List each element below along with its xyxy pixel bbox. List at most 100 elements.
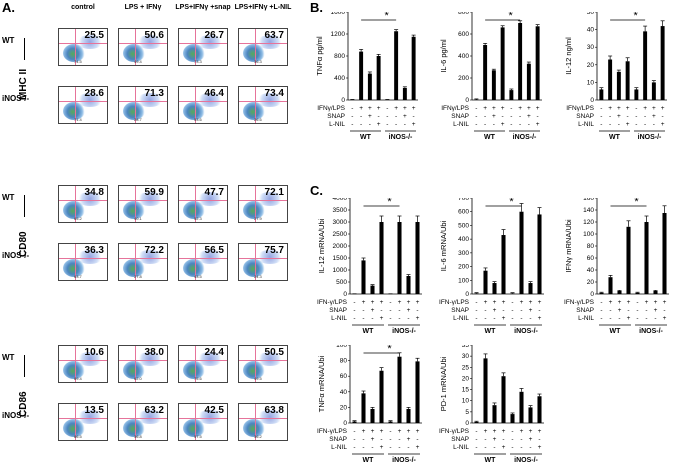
treatment-sign: + <box>362 299 366 306</box>
treatment-sign: - <box>362 307 364 314</box>
facs-percent-positive: 50.6 <box>145 30 164 41</box>
bar <box>388 421 392 423</box>
y-axis-label: IFNγ mRNA/Ubi <box>564 219 573 273</box>
bar <box>510 293 514 294</box>
facs-percent-positive: 63.7 <box>265 30 284 41</box>
y-axis-label: IL-12 ng/ml <box>564 37 573 75</box>
facs-gate-horizontal <box>179 200 227 201</box>
treatment-sign: - <box>635 113 637 120</box>
bar <box>483 45 487 100</box>
treatment-sign: + <box>362 428 366 435</box>
bar <box>653 291 657 294</box>
treatment-sign: + <box>380 444 384 451</box>
facs-percent-negative: 74.5 <box>74 59 82 64</box>
group-label: iNOS-/- <box>392 457 416 464</box>
treatment-sign: - <box>353 315 355 322</box>
treatment-sign: - <box>353 436 355 443</box>
facs-percent-positive: 10.6 <box>85 347 104 358</box>
facs-gate-horizontal <box>239 200 287 201</box>
treatment-sign: + <box>380 428 384 435</box>
treatment-sign: + <box>368 105 372 112</box>
treatment-sign: - <box>600 113 602 120</box>
y-tick-label: 100 <box>458 277 469 284</box>
treatment-sign: - <box>369 121 371 128</box>
significance-star: * <box>508 12 513 22</box>
facs-marker-arrow <box>24 195 25 217</box>
treatment-sign: + <box>538 444 542 451</box>
treatment-sign: + <box>654 299 658 306</box>
facs-percent-positive: 47.7 <box>205 187 224 198</box>
treatment-sign: - <box>627 113 629 120</box>
facs-gate-horizontal <box>59 418 107 419</box>
treatment-sign: - <box>538 307 540 314</box>
bar <box>662 213 666 294</box>
treatment-sign: - <box>635 121 637 128</box>
treatment-sign: + <box>536 105 540 112</box>
y-tick-label: 25 <box>462 364 470 371</box>
treatment-sign: - <box>353 428 355 435</box>
treatment-sign: + <box>663 299 667 306</box>
facs-percent-positive: 13.5 <box>85 405 104 416</box>
treatment-sign: + <box>492 113 496 120</box>
facs-gate-horizontal <box>239 418 287 419</box>
y-tick-label: 50 <box>587 12 595 16</box>
facs-percent-positive: 75.7 <box>265 245 284 256</box>
treatment-sign: - <box>644 121 646 128</box>
treatment-sign: - <box>475 113 477 120</box>
facs-percent-negative: 71.4 <box>74 117 82 122</box>
treatment-sign: + <box>643 105 647 112</box>
treatment-sign: - <box>475 299 477 306</box>
treatment-sign: + <box>398 428 402 435</box>
y-tick-label: 0 <box>465 291 469 298</box>
y-axis-label: IL-12 mRNA/Ubi <box>317 218 326 273</box>
facs-percent-positive: 63.2 <box>145 405 164 416</box>
facs-percent-positive: 56.5 <box>205 245 224 256</box>
treatment-sign: - <box>371 444 373 451</box>
facs-percent-negative: 65.2 <box>74 216 82 221</box>
bar <box>474 422 478 423</box>
y-tick-label: 20 <box>587 279 595 286</box>
facs-genotype-label: WT <box>2 353 14 362</box>
group-label: WT <box>363 457 375 464</box>
treatment-sign: - <box>475 307 477 314</box>
treatment-sign: - <box>600 105 602 112</box>
treatment-sign: + <box>483 105 487 112</box>
bar <box>370 409 374 423</box>
facs-column-header: control <box>53 4 113 12</box>
treatment-sign: - <box>407 444 409 451</box>
treatment-sign: - <box>520 436 522 443</box>
y-tick-label: 500 <box>336 279 347 286</box>
bar <box>501 376 505 423</box>
treatment-sign: - <box>389 299 391 306</box>
y-tick-label: 0 <box>465 97 469 104</box>
bar <box>394 31 398 100</box>
treatment-sign: + <box>403 113 407 120</box>
y-tick-label: 1500 <box>333 255 348 262</box>
treatment-sign: - <box>609 315 611 322</box>
treatment-sign: - <box>386 113 388 120</box>
treatment-sign: - <box>609 121 611 128</box>
group-label: WT <box>485 328 497 335</box>
y-tick-label: 200 <box>458 264 469 271</box>
treatment-sign: + <box>609 299 613 306</box>
y-tick-label: 4000 <box>333 198 348 202</box>
treatment-sign: + <box>492 105 496 112</box>
treatment-sign: + <box>654 307 658 314</box>
treatment-sign: - <box>502 113 504 120</box>
y-tick-label: 3500 <box>333 207 348 214</box>
facs-gate-horizontal <box>239 43 287 44</box>
significance-star: * <box>387 345 392 355</box>
facs-gate-horizontal <box>179 418 227 419</box>
facs-gate-horizontal <box>179 101 227 102</box>
y-axis-label: PD-1 mRNA/Ubi <box>439 356 448 411</box>
bar <box>406 276 410 294</box>
bar <box>528 407 532 423</box>
treatment-sign: + <box>529 299 533 306</box>
